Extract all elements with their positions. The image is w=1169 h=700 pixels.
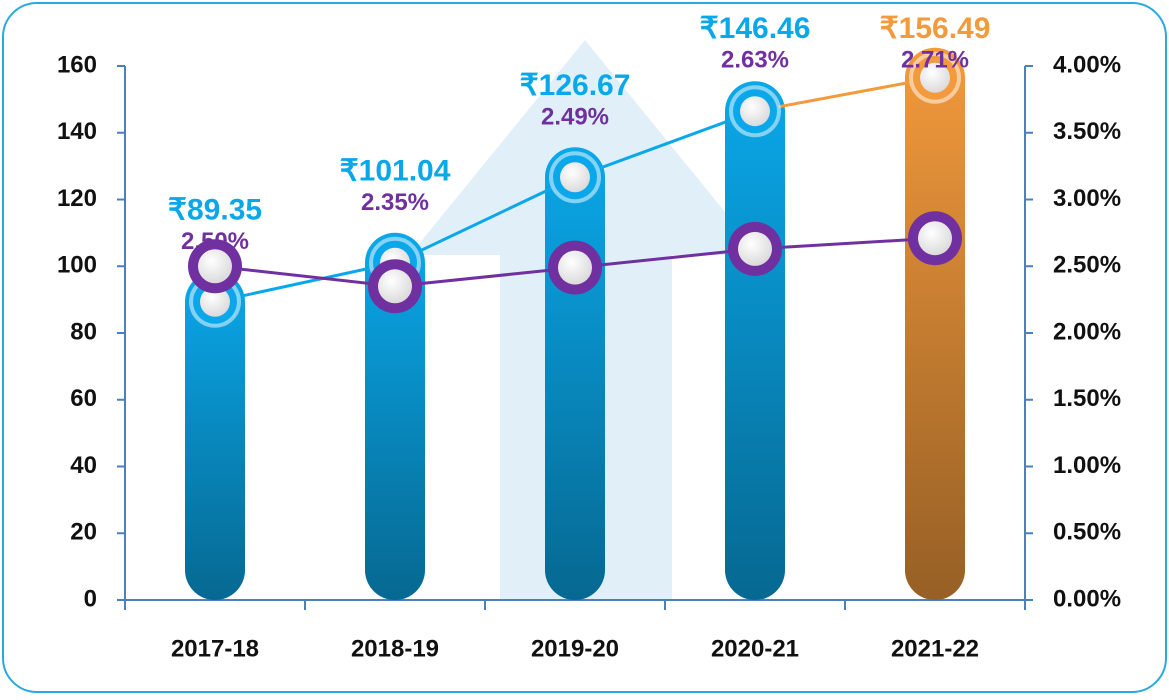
value-label: ₹126.67 xyxy=(520,69,631,102)
share-knob xyxy=(558,250,592,285)
share-knob xyxy=(198,249,232,284)
bar-top-knob xyxy=(740,96,770,127)
y-tick-label: 20 xyxy=(70,519,97,546)
y-tick-label: 60 xyxy=(70,385,97,412)
value-label: ₹89.35 xyxy=(168,194,262,227)
bar-shade xyxy=(185,271,245,600)
y2-tick-label: 1.50% xyxy=(1053,385,1121,412)
share-label: 2.49% xyxy=(541,104,609,131)
y2-tick-label: 3.50% xyxy=(1053,118,1121,145)
bar-shade xyxy=(545,147,605,600)
share-knob xyxy=(738,231,772,266)
y-tick-label: 80 xyxy=(70,318,97,345)
bar-shade xyxy=(905,47,965,601)
y2-tick-label: 3.00% xyxy=(1053,185,1121,212)
share-label: 2.35% xyxy=(361,189,429,216)
value-label: ₹146.46 xyxy=(700,12,811,45)
share-label: 2.50% xyxy=(181,228,249,255)
bar-top-knob xyxy=(200,286,230,317)
y2-tick-label: 0.50% xyxy=(1053,519,1121,546)
share-label: 2.63% xyxy=(721,46,789,73)
y-tick-label: 120 xyxy=(57,185,97,212)
value-label: ₹156.49 xyxy=(880,12,991,45)
y2-tick-label: 2.50% xyxy=(1053,252,1121,279)
x-tick-label: 2018-19 xyxy=(351,635,439,662)
y-tick-label: 160 xyxy=(57,51,97,78)
y-tick-label: 140 xyxy=(57,118,97,145)
x-tick-label: 2020-21 xyxy=(711,635,799,662)
y-tick-label: 100 xyxy=(57,252,97,279)
y2-tick-label: 0.00% xyxy=(1053,585,1121,612)
bar-top-knob xyxy=(920,62,950,93)
bar-trend-segment xyxy=(214,261,396,304)
y-tick-label: 0 xyxy=(84,585,97,612)
y2-tick-label: 4.00% xyxy=(1053,51,1121,78)
x-tick-label: 2019-20 xyxy=(531,635,619,662)
bar-trend-segment xyxy=(574,109,756,179)
bar-shade xyxy=(725,81,785,600)
x-tick-label: 2021-22 xyxy=(891,635,979,662)
bar-shade xyxy=(365,232,425,601)
share-knob xyxy=(918,221,952,256)
share-label: 2.71% xyxy=(901,46,969,73)
y2-tick-label: 2.00% xyxy=(1053,318,1121,345)
y2-tick-label: 1.00% xyxy=(1053,452,1121,479)
value-label: ₹101.04 xyxy=(340,155,451,188)
bar-trend-segment xyxy=(754,76,936,113)
x-tick-label: 2017-18 xyxy=(171,635,259,662)
share-knob xyxy=(378,269,412,304)
bar-trend-segment xyxy=(394,175,576,265)
bar-top-knob xyxy=(560,162,590,193)
y-tick-label: 40 xyxy=(70,452,97,479)
